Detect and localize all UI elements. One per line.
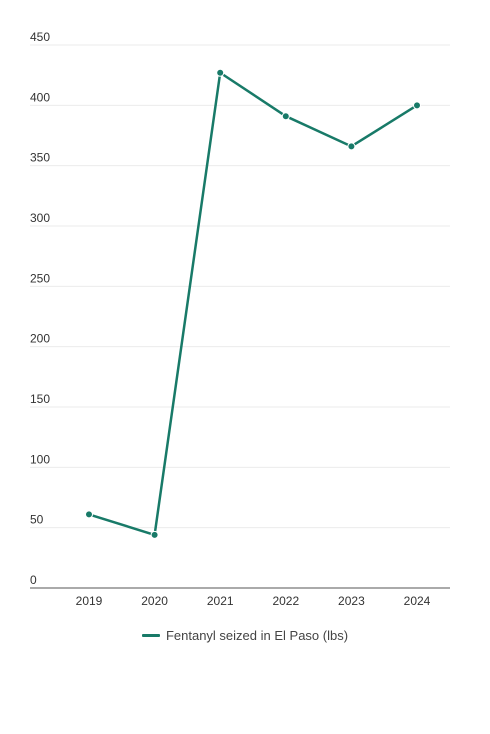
legend-label: Fentanyl seized in El Paso (lbs): [165, 628, 349, 643]
y-tick-label: 50: [30, 513, 44, 527]
data-point: [347, 142, 356, 151]
y-tick-label: 300: [30, 211, 50, 225]
data-point: [281, 112, 290, 121]
x-axis: 2019 2020 2021 2022 2023 2024: [76, 594, 431, 608]
y-tick-label: 200: [30, 332, 50, 346]
y-tick-label: 0: [30, 573, 37, 587]
legend: Fentanyl seized in El Paso (lbs): [0, 628, 490, 643]
series-line: [87, 71, 419, 537]
x-tick-label: 2020: [141, 594, 168, 608]
series-layer: [85, 68, 421, 539]
y-axis: 0 50 100 150 200 250 300 350 400 450: [30, 30, 50, 587]
data-point: [413, 101, 421, 110]
data-point: [216, 68, 225, 77]
y-tick-label: 100: [30, 452, 50, 466]
x-tick-label: 2022: [272, 594, 299, 608]
x-tick-label: 2023: [338, 594, 365, 608]
x-tick-label: 2019: [76, 594, 103, 608]
line-chart: 0 50 100 150 200 250 300 350 400 450 2019 2020 2021…: [30, 30, 450, 608]
x-tick-label: 2021: [207, 594, 234, 608]
y-tick-label: 350: [30, 151, 50, 165]
x-tick-label: 2024: [404, 594, 431, 608]
gridlines: [30, 44, 450, 529]
data-point: [85, 510, 93, 519]
data-point: [150, 530, 159, 539]
y-tick-label: 400: [30, 90, 50, 104]
y-tick-label: 150: [30, 392, 50, 406]
legend-swatch: [141, 634, 160, 637]
y-tick-label: 450: [30, 30, 50, 44]
y-tick-label: 250: [30, 271, 50, 285]
